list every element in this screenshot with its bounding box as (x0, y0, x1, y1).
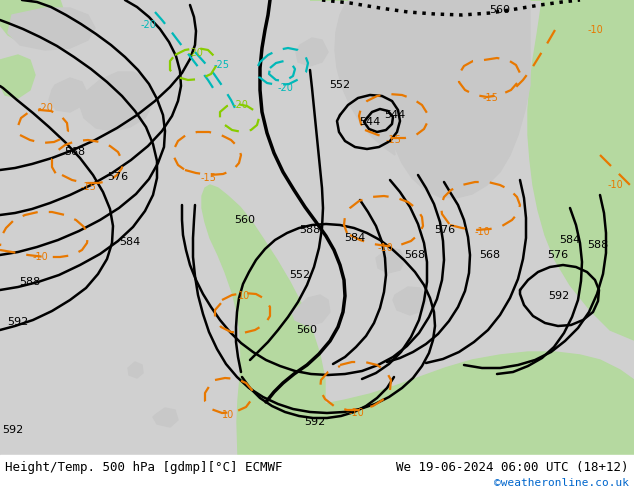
Polygon shape (388, 0, 530, 198)
Text: 592: 592 (8, 317, 29, 327)
Text: -15: -15 (80, 182, 96, 192)
Text: -10: -10 (377, 243, 393, 253)
Text: 552: 552 (330, 80, 351, 90)
Polygon shape (202, 185, 325, 455)
Text: Height/Temp. 500 hPa [gdmp][°C] ECMWF: Height/Temp. 500 hPa [gdmp][°C] ECMWF (5, 461, 283, 473)
Text: 560: 560 (235, 215, 256, 225)
Text: 568: 568 (479, 250, 501, 260)
Text: -20: -20 (140, 20, 156, 30)
Polygon shape (80, 72, 152, 131)
Polygon shape (310, 352, 634, 455)
Text: -10: -10 (32, 252, 48, 262)
Polygon shape (0, 0, 634, 455)
Polygon shape (335, 0, 430, 155)
Text: -10: -10 (348, 408, 364, 418)
Polygon shape (393, 287, 428, 315)
Text: -20: -20 (277, 83, 293, 93)
Text: 560: 560 (489, 5, 510, 15)
Polygon shape (292, 295, 330, 326)
Text: 592: 592 (3, 425, 23, 435)
Text: ©weatheronline.co.uk: ©weatheronline.co.uk (494, 478, 629, 488)
Text: 584: 584 (344, 233, 366, 243)
Text: 10: 10 (222, 410, 234, 420)
Text: 584: 584 (559, 235, 581, 245)
Text: -15: -15 (482, 93, 498, 103)
Polygon shape (310, 0, 634, 340)
Text: 568: 568 (404, 250, 425, 260)
Text: 588: 588 (20, 277, 41, 287)
Polygon shape (296, 38, 328, 66)
Text: -20: -20 (187, 48, 203, 58)
Text: 592: 592 (304, 417, 326, 427)
Text: 576: 576 (547, 250, 569, 260)
Text: -25: -25 (214, 60, 230, 70)
Text: 588: 588 (587, 240, 609, 250)
Polygon shape (49, 78, 87, 112)
Text: 576: 576 (107, 172, 129, 182)
Text: 584: 584 (119, 237, 141, 247)
Polygon shape (0, 0, 65, 45)
Polygon shape (0, 55, 35, 98)
Text: 560: 560 (297, 325, 318, 335)
Text: -20: -20 (232, 100, 248, 110)
Text: 588: 588 (299, 225, 321, 235)
Text: 592: 592 (548, 291, 569, 301)
Text: We 19-06-2024 06:00 UTC (18+12): We 19-06-2024 06:00 UTC (18+12) (396, 461, 629, 473)
Text: -10: -10 (607, 180, 623, 190)
Polygon shape (153, 408, 178, 427)
Text: 568: 568 (65, 147, 86, 157)
Text: -15: -15 (200, 173, 216, 183)
Text: -10: -10 (587, 25, 603, 35)
Text: 552: 552 (290, 270, 311, 280)
Polygon shape (8, 8, 95, 50)
Text: -15: -15 (385, 135, 401, 145)
Text: 544: 544 (384, 110, 406, 120)
Text: -10: -10 (474, 227, 490, 237)
Polygon shape (0, 455, 634, 490)
Text: 576: 576 (434, 225, 456, 235)
Text: -20: -20 (37, 103, 53, 113)
Polygon shape (376, 248, 405, 273)
Text: 544: 544 (359, 117, 380, 127)
Polygon shape (128, 362, 143, 378)
Text: 10: 10 (238, 291, 250, 301)
